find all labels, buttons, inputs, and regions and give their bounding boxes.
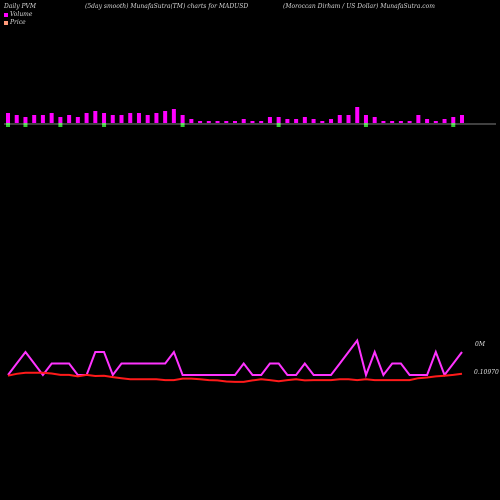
volume-bar (398, 121, 403, 123)
header-right: (Moroccan Dirham / US Dollar) MunafaSutr… (283, 3, 435, 10)
volume-bar (442, 119, 447, 123)
volume-bar (259, 121, 264, 123)
volume-bar (433, 121, 438, 123)
legend-price-label: Price (10, 19, 26, 26)
volume-bar (136, 113, 141, 123)
volume-bar (49, 113, 54, 123)
volume-bar (407, 121, 412, 123)
volume-bar (302, 117, 307, 123)
volume-bar (163, 111, 168, 123)
volume-bar-down-marker (451, 123, 456, 127)
price-line (7, 371, 463, 383)
legend-volume: Volume (4, 11, 32, 18)
volume-bar (128, 113, 133, 123)
volume-bar (363, 115, 368, 123)
volume-bar-down-marker (180, 123, 185, 127)
volume-bar (346, 115, 351, 123)
volume-bar (381, 121, 386, 123)
volume-bar (425, 119, 430, 123)
volume-bar (23, 117, 28, 123)
volume-bar (241, 119, 246, 123)
price-axis-label: 0.10970 (474, 369, 499, 376)
volume-bar (84, 113, 89, 123)
volume-bar (154, 113, 159, 123)
volume-bar (198, 121, 203, 123)
volume-bar (110, 115, 115, 123)
volume-bar (337, 115, 342, 123)
volume-bar (276, 117, 281, 123)
volume-bar (75, 117, 80, 123)
volume-line (7, 338, 463, 379)
volume-bar (6, 113, 10, 123)
volume-bar (372, 117, 377, 123)
legend-volume-label: Volume (10, 11, 33, 18)
volume-bar (320, 121, 325, 123)
volume-bar (250, 121, 255, 123)
volume-bar (460, 115, 464, 123)
volume-bar (171, 109, 176, 123)
volume-bar (102, 113, 107, 123)
volume-bar-down-marker (363, 123, 368, 127)
volume-bar (32, 115, 37, 123)
volume-bar (294, 119, 299, 123)
volume-bar (311, 119, 316, 123)
header-middle: (5day smooth) MunafaSutra(TM) charts for… (85, 3, 249, 10)
header-left: Daily PVM (4, 3, 37, 10)
volume-bar (285, 119, 290, 123)
volume-bar (329, 119, 334, 123)
volume-bar-down-marker (6, 123, 10, 127)
volume-bar (390, 121, 395, 123)
volume-bar-down-marker (102, 123, 107, 127)
volume-bar (67, 115, 72, 123)
volume-bar (189, 119, 194, 123)
legend-price-swatch (4, 20, 8, 25)
volume-bar (119, 115, 124, 123)
volume-bar (451, 117, 456, 123)
volume-bars (6, 107, 464, 127)
volume-bar (145, 115, 150, 123)
volume-bar (93, 111, 98, 123)
volume-bar (267, 117, 272, 123)
volume-bar-down-marker (23, 123, 28, 127)
volume-axis-label: 0M (475, 341, 486, 348)
volume-bar (215, 121, 220, 123)
volume-bar (355, 107, 360, 123)
legend-volume-swatch (4, 12, 8, 17)
volume-bar (58, 117, 63, 123)
volume-bar (14, 115, 19, 123)
volume-bar-down-marker (276, 123, 281, 127)
volume-bar-down-marker (58, 123, 63, 127)
legend-price: Price (4, 19, 26, 26)
volume-bar (224, 121, 229, 123)
volume-bar (40, 115, 45, 123)
volume-bar (206, 121, 211, 123)
volume-bar (233, 121, 237, 123)
volume-bar (180, 115, 185, 123)
volume-bar (416, 115, 421, 123)
